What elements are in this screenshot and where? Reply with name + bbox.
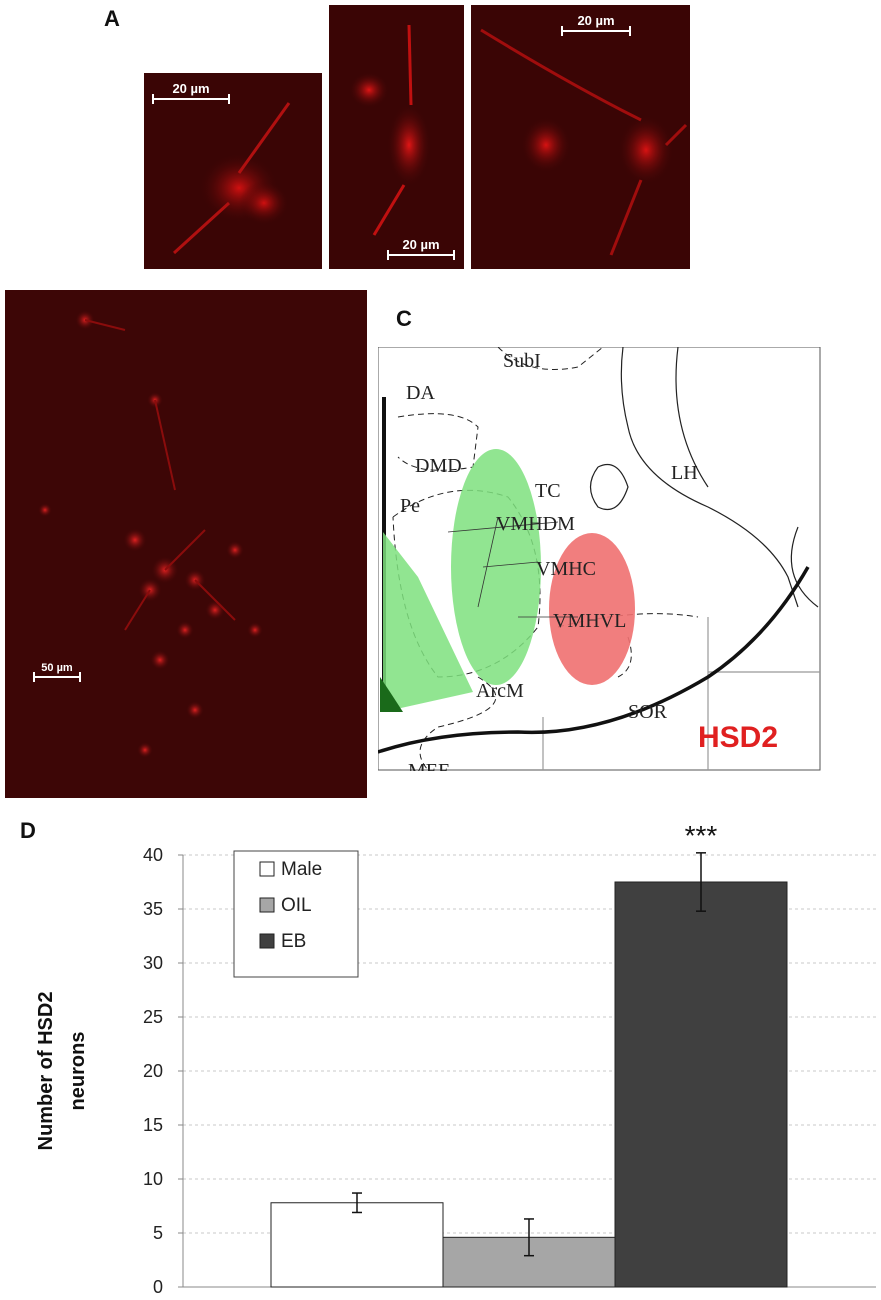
dark-green-tip: [380, 677, 403, 712]
y-tick-label: 15: [143, 1115, 163, 1135]
scale-bar-a3: 20 µm: [561, 13, 631, 36]
green-region-left: [383, 532, 473, 712]
region-label: VMHVL: [553, 610, 626, 632]
bar-chart: 0 5 10 15 20 25 30 35 40 *** Male OIL EB Number of HS…: [35, 820, 876, 1297]
legend-swatch-male: [259, 861, 275, 877]
neuron-image-a3: [480, 28, 688, 256]
scale-bar-a1: 20 µm: [152, 81, 230, 104]
y-tick-label: 0: [153, 1277, 163, 1297]
y-tick-label: 5: [153, 1223, 163, 1243]
micrograph-a3: 20 µm: [471, 5, 690, 269]
hsd2-title: HSD2: [698, 721, 778, 754]
panel-label-d: D: [20, 818, 36, 843]
y-axis-label: Number of HSD2 neurons: [35, 992, 89, 1151]
y-tick-label: 40: [143, 845, 163, 865]
neuron-image-a2: [349, 24, 431, 236]
panel-label-a: A: [104, 6, 120, 31]
legend-label-male: Male: [281, 859, 322, 880]
legend-swatch-eb: [259, 933, 275, 949]
micrograph-a1: 20 µm: [144, 73, 322, 269]
region-label: MEE: [408, 760, 450, 771]
y-tick-label: 25: [143, 1007, 163, 1027]
legend-label-oil: OIL: [281, 895, 312, 916]
legend-box: [233, 850, 359, 978]
neuron-image-a1: [172, 102, 291, 255]
micrograph-b: 50 µm: [5, 290, 367, 798]
scale-bar-b: 50 µm: [33, 662, 81, 682]
bar-eb: [614, 881, 788, 1288]
legend-label-eb: EB: [281, 931, 306, 952]
micrograph-a2: 20 µm: [329, 5, 464, 269]
region-label: SubI: [503, 350, 541, 372]
region-label: Pe: [400, 495, 420, 517]
region-label: DMD: [415, 455, 462, 477]
green-ellipse-vmh: [451, 449, 541, 685]
region-label: VMHDM: [496, 513, 575, 535]
panel-label-c: C: [396, 306, 412, 331]
scale-bar-a2: 20 µm: [387, 237, 455, 260]
region-label: SOR: [628, 701, 668, 723]
region-label: LH: [671, 462, 698, 484]
red-ellipse-vmhvl: [549, 533, 635, 685]
region-label: VMHC: [536, 558, 596, 580]
atlas-diagram: SubI DA DMD TC Pe VMHDM LH VMHC VMHVL Ar…: [378, 347, 821, 771]
legend-swatch-oil: [259, 897, 275, 913]
y-tick-label: 10: [143, 1169, 163, 1189]
region-label: ArcM: [476, 680, 524, 702]
region-label: DA: [406, 382, 435, 404]
y-tick-label: 30: [143, 953, 163, 973]
bar-male: [270, 1202, 444, 1288]
y-tick-label: 20: [143, 1061, 163, 1081]
neuron-field-image: [38, 310, 263, 758]
region-label: TC: [535, 480, 561, 502]
y-tick-label: 35: [143, 899, 163, 919]
significance-annotation: ***: [685, 820, 718, 851]
